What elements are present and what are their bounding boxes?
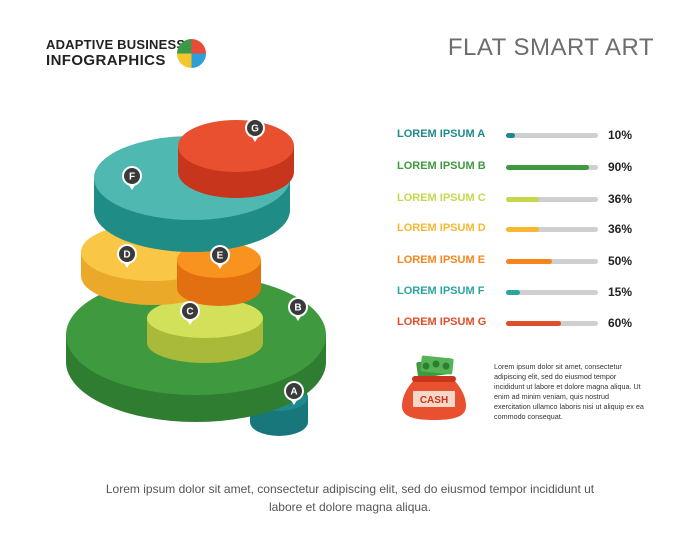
pin-f: F bbox=[122, 166, 142, 190]
progress-track-g bbox=[506, 321, 598, 326]
item-value-d: 36% bbox=[608, 222, 633, 236]
item-label-f: LOREM IPSUM F bbox=[397, 285, 485, 297]
pin-c-letter: C bbox=[186, 307, 193, 318]
item-value-g: 60% bbox=[608, 316, 633, 330]
pin-e-letter: E bbox=[217, 251, 224, 262]
item-value-a: 10% bbox=[608, 128, 633, 142]
pin-a-letter: A bbox=[290, 387, 297, 398]
progress-fill-b bbox=[506, 165, 589, 170]
brand-line-1: ADAPTIVE BUSINESS bbox=[46, 37, 186, 52]
list-item-d: LOREM IPSUM D 36% bbox=[397, 219, 647, 239]
item-value-f: 15% bbox=[608, 285, 633, 299]
progress-track-d bbox=[506, 227, 598, 232]
pie-logo-icon bbox=[176, 38, 207, 69]
pin-d: D bbox=[117, 244, 137, 268]
pin-e: E bbox=[210, 245, 230, 269]
pin-d-letter: D bbox=[123, 250, 130, 261]
item-value-b: 90% bbox=[608, 160, 633, 174]
pin-b-letter: B bbox=[294, 303, 301, 314]
list-item-e: LOREM IPSUM E 50% bbox=[397, 251, 647, 271]
item-value-e: 50% bbox=[608, 254, 633, 268]
progress-fill-e bbox=[506, 259, 552, 264]
pin-a: A bbox=[284, 381, 304, 405]
pin-c: C bbox=[180, 301, 200, 325]
progress-track-a bbox=[506, 133, 598, 138]
item-label-a: LOREM IPSUM A bbox=[397, 128, 486, 140]
progress-fill-a bbox=[506, 133, 516, 138]
pin-g: G bbox=[245, 118, 265, 142]
item-label-g: LOREM IPSUM G bbox=[397, 316, 487, 328]
brand-block: ADAPTIVE BUSINESS INFOGRAPHICS bbox=[46, 37, 185, 70]
brand-line-2: INFOGRAPHICS bbox=[46, 52, 166, 69]
side-description: Lorem ipsum dolor sit amet, consectetur … bbox=[494, 362, 644, 421]
progress-track-e bbox=[506, 259, 598, 264]
list-item-f: LOREM IPSUM F 15% bbox=[397, 282, 647, 302]
item-value-c: 36% bbox=[608, 192, 633, 206]
progress-track-f bbox=[506, 290, 598, 295]
progress-fill-g bbox=[506, 321, 562, 326]
cash-label: CASH bbox=[420, 395, 448, 406]
item-label-e: LOREM IPSUM E bbox=[397, 254, 486, 266]
list-item-g: LOREM IPSUM G 60% bbox=[397, 313, 647, 333]
item-label-d: LOREM IPSUM D bbox=[397, 222, 486, 234]
list-item-a: LOREM IPSUM A 10% bbox=[397, 125, 647, 145]
list-item-c: LOREM IPSUM C 36% bbox=[397, 189, 647, 209]
cylinder-c bbox=[147, 298, 263, 363]
page-title: FLAT SMART ART bbox=[447, 34, 654, 61]
item-label-c: LOREM IPSUM C bbox=[397, 192, 486, 204]
list-item-b: LOREM IPSUM B 90% bbox=[397, 157, 647, 177]
progress-track-b bbox=[506, 165, 598, 170]
item-label-b: LOREM IPSUM B bbox=[397, 160, 486, 172]
pin-g-letter: G bbox=[251, 124, 259, 135]
progress-track-c bbox=[506, 197, 598, 202]
progress-fill-c bbox=[506, 197, 540, 202]
cylinder-g bbox=[178, 120, 294, 198]
footer-text: Lorem ipsum dolor sit amet, consectetur … bbox=[105, 482, 595, 514]
progress-fill-d bbox=[506, 227, 540, 232]
money-bag-icon: CASH bbox=[402, 355, 466, 420]
progress-fill-f bbox=[506, 290, 520, 295]
pin-b: B bbox=[288, 297, 308, 321]
pin-f-letter: F bbox=[129, 172, 135, 183]
